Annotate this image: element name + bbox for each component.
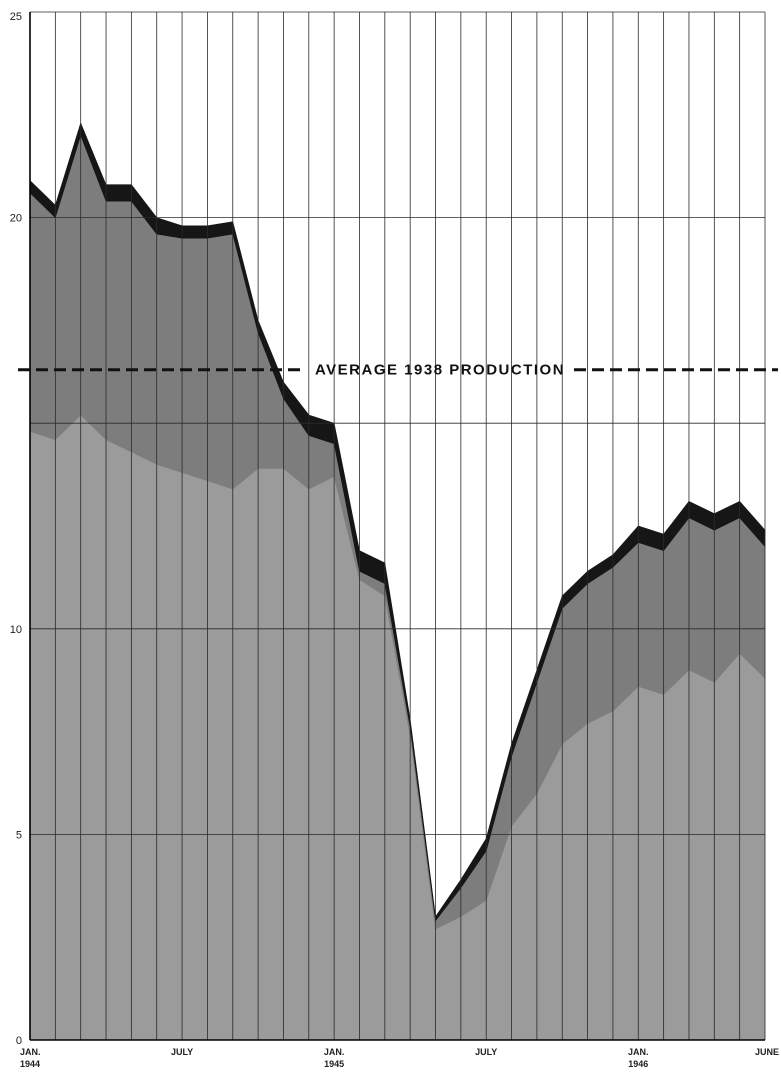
y-tick-label-0: 0 <box>16 1035 22 1047</box>
x-tick-label-line-1944-07-1: JULY <box>171 1047 193 1057</box>
stacked-areas <box>29 122 766 1041</box>
x-tick-label-line-1945-01-2: 1945 <box>324 1059 344 1069</box>
x-tick-label-1944-01: JAN. 1944 <box>20 1047 41 1069</box>
area-series-1 <box>29 414 766 1041</box>
x-tick-label-1946-06: JUNE <box>755 1047 779 1057</box>
grid-lines <box>29 11 766 1041</box>
x-tick-label-1944-07: JULY <box>171 1047 193 1057</box>
y-tick-label-25: 25 <box>10 11 22 23</box>
x-tick-label-1946-01: JAN. 1946 <box>628 1047 649 1069</box>
x-tick-label-line-1945-07-1: JULY <box>475 1047 497 1057</box>
x-tick-label-line-1945-01-1: JAN. <box>324 1047 345 1057</box>
x-tick-label-line-1944-01-2: 1944 <box>20 1059 40 1069</box>
x-tick-label-line-1946-01-2: 1946 <box>628 1059 648 1069</box>
x-tick-label-line-1946-06-1: JUNE <box>755 1047 779 1057</box>
reference-line-group: AVERAGE 1938 PRODUCTION <box>18 362 778 379</box>
x-tick-label-1945-01: JAN. 1945 <box>324 1047 345 1069</box>
y-tick-label-5: 5 <box>16 829 22 841</box>
y-axis-ticks: 0 5 10 20 25 <box>10 11 22 1047</box>
y-tick-label-10: 10 <box>10 624 22 636</box>
y-tick-label-20: 20 <box>10 213 22 225</box>
x-tick-label-line-1946-01-1: JAN. <box>628 1047 649 1057</box>
x-tick-label-1945-07: JULY <box>475 1047 497 1057</box>
x-tick-label-line-1944-01-1: JAN. <box>20 1047 41 1057</box>
reference-line-label: AVERAGE 1938 PRODUCTION <box>315 362 565 379</box>
x-axis-ticks: JAN. 1944 JULY JAN. 1945 JULY JAN. 1946 JUNE <box>20 1047 779 1069</box>
